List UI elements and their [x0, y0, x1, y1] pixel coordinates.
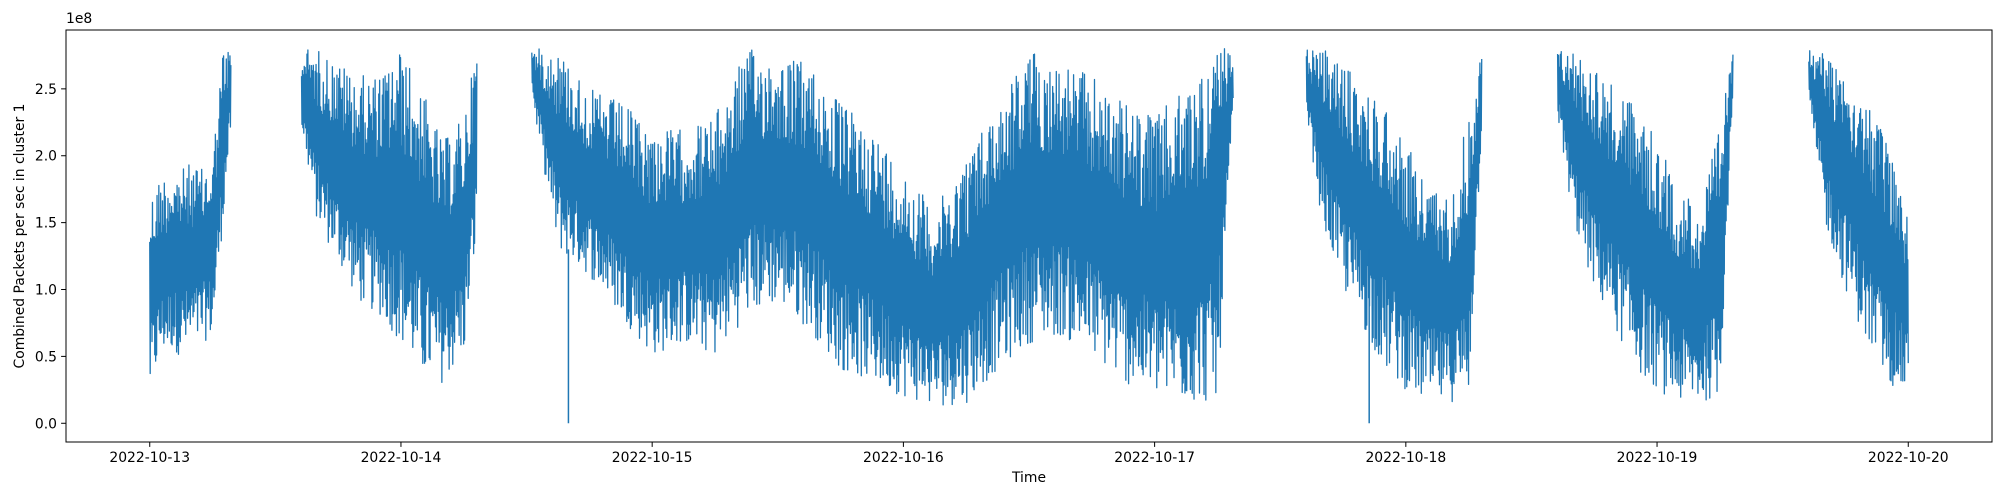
y-tick-label: 1.5 [35, 216, 57, 232]
y-axis-label: Combined Packets per sec in cluster 1 [12, 104, 28, 369]
x-tick-label: 2022-10-17 [1114, 450, 1195, 466]
x-tick-label: 2022-10-16 [863, 450, 944, 466]
y-tick-label: 2.0 [35, 149, 57, 165]
series-line-segment [149, 51, 232, 375]
axes-frame [65, 29, 1993, 443]
x-tick-label: 2022-10-14 [361, 450, 442, 466]
x-tick-label: 2022-10-20 [1868, 450, 1949, 466]
x-tick-label: 2022-10-19 [1617, 450, 1698, 466]
series-line-segment [300, 49, 478, 383]
series-line-segment [531, 48, 1234, 406]
x-tick-label: 2022-10-13 [109, 450, 190, 466]
series-line-segment [1808, 50, 1909, 386]
y-tick-label: 0.5 [35, 349, 57, 365]
x-axis: 2022-10-13 2022-10-14 2022-10-15 2022-10-16… [109, 442, 1949, 466]
y-offset-label: 1e8 [66, 11, 92, 27]
y-tick-label: 1.0 [35, 283, 57, 299]
plot-area [149, 48, 1909, 424]
x-axis-label: Time [1011, 470, 1046, 486]
x-tick-label: 2022-10-18 [1365, 450, 1446, 466]
y-tick-label: 2.5 [35, 82, 57, 98]
y-tick-label: 0.0 [35, 416, 57, 432]
y-axis: 0.0 0.5 1.0 1.5 2.0 2.5 [35, 82, 66, 432]
x-tick-label: 2022-10-15 [612, 450, 693, 466]
series-layer [149, 48, 1909, 424]
series-line-segment [1556, 51, 1734, 401]
series-line-segment [1305, 49, 1483, 403]
